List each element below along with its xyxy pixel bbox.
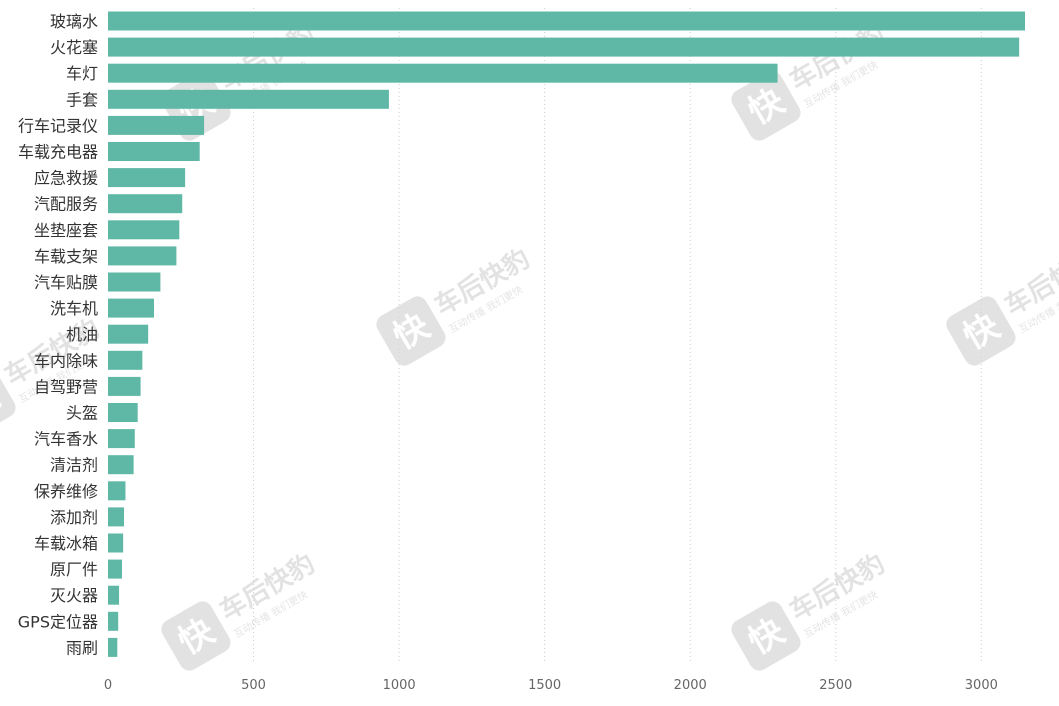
category-label: GPS定位器 — [18, 612, 98, 631]
category-label: 坐垫座套 — [34, 221, 98, 240]
bar-清洁剂[interactable] — [108, 455, 134, 475]
category-label: 应急救援 — [34, 169, 98, 188]
category-label: 清洁剂 — [50, 456, 98, 475]
bar-保养维修[interactable] — [108, 481, 126, 501]
bar-车载支架[interactable] — [108, 246, 177, 266]
category-label: 机油 — [66, 325, 98, 344]
category-label: 灭火器 — [50, 586, 98, 605]
bar-洗车机[interactable] — [108, 298, 154, 318]
category-label: 洗车机 — [50, 299, 98, 318]
bar-机油[interactable] — [108, 324, 149, 344]
x-axis-tick-labels: 0 500 1000 1500 2000 2500 3000 — [104, 678, 998, 693]
category-label: 手套 — [66, 90, 98, 109]
bar-汽配服务[interactable] — [108, 194, 183, 214]
bar-雨刷[interactable] — [108, 637, 118, 657]
bar-汽车贴膜[interactable] — [108, 272, 161, 292]
x-tick-label: 1500 — [528, 678, 561, 693]
x-tick-label: 0 — [104, 678, 112, 693]
bar-series — [108, 11, 1025, 657]
category-label: 汽车香水 — [34, 430, 98, 449]
bar-车载充电器[interactable] — [108, 142, 200, 161]
category-label: 头盔 — [66, 404, 98, 423]
bar-应急救援[interactable] — [108, 168, 186, 188]
category-label: 保养维修 — [34, 482, 98, 501]
category-label: 自驾野营 — [34, 377, 98, 396]
x-tick-label: 3000 — [965, 678, 998, 693]
bar-原厂件[interactable] — [108, 559, 122, 579]
category-label: 雨刷 — [66, 638, 98, 657]
category-label: 火花塞 — [50, 38, 98, 57]
watermark-logo-icon — [376, 296, 446, 366]
x-tick-label: 2000 — [674, 678, 707, 693]
bar-头盔[interactable] — [108, 403, 138, 422]
bar-添加剂[interactable] — [108, 507, 125, 527]
watermark-logo-icon — [731, 71, 801, 141]
category-label: 车内除味 — [34, 351, 98, 370]
bar-GPS定位器[interactable] — [108, 611, 119, 631]
watermark-logo-icon — [161, 601, 231, 671]
watermark-logo-icon — [946, 296, 1016, 366]
bar-手套[interactable] — [108, 89, 389, 109]
category-label: 汽配服务 — [34, 195, 98, 214]
category-label: 玻璃水 — [50, 12, 98, 31]
category-labels: 玻璃水火花塞车灯手套行车记录仪车载充电器应急救援汽配服务坐垫座套车载支架汽车贴膜… — [18, 12, 98, 657]
x-tick-label: 2500 — [819, 678, 852, 693]
x-tick-label: 500 — [241, 678, 266, 693]
category-label: 汽车贴膜 — [34, 273, 98, 292]
watermark-logo-icon — [731, 601, 801, 671]
category-label: 车载充电器 — [18, 143, 98, 162]
bar-坐垫座套[interactable] — [108, 220, 180, 240]
category-label: 车载冰箱 — [34, 534, 98, 553]
category-label: 车载支架 — [34, 247, 98, 266]
bar-灭火器[interactable] — [108, 585, 120, 605]
bar-汽车香水[interactable] — [108, 429, 135, 449]
x-tick-label: 1000 — [383, 678, 416, 693]
category-label: 添加剂 — [50, 508, 98, 527]
bar-车内除味[interactable] — [108, 350, 143, 370]
bar-行车记录仪[interactable] — [108, 115, 205, 135]
category-label: 车灯 — [66, 64, 98, 83]
category-label: 行车记录仪 — [18, 116, 98, 135]
bar-车载冰箱[interactable] — [108, 533, 124, 553]
bar-自驾野营[interactable] — [108, 376, 141, 396]
bar-火花塞[interactable] — [108, 37, 1020, 57]
category-label: 原厂件 — [50, 560, 98, 579]
bar-车灯[interactable] — [108, 63, 778, 83]
bar-玻璃水[interactable] — [108, 11, 1025, 31]
